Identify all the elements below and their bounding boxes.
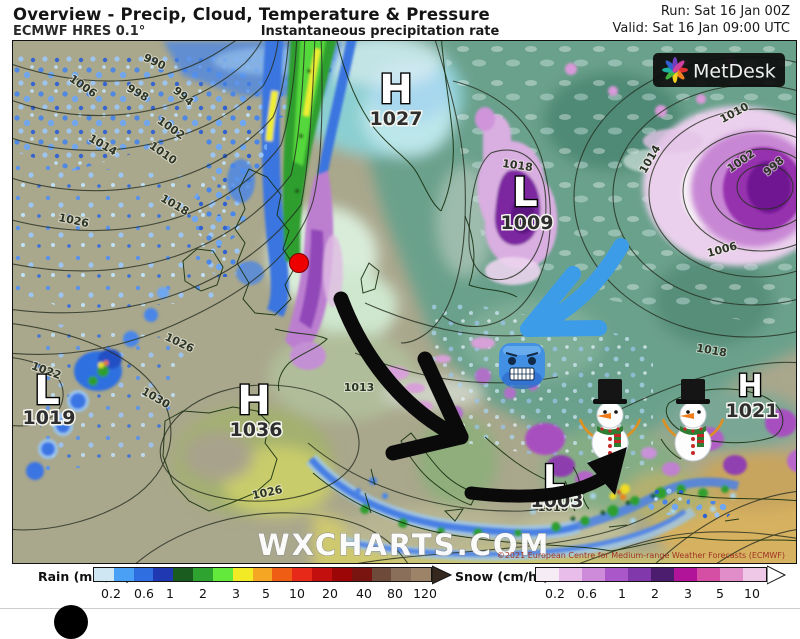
- snow-tick: 3: [684, 586, 692, 601]
- pressure-letter-L1009: L: [512, 170, 538, 216]
- rain-scale-segment: [411, 568, 432, 581]
- pressure-letter-H1036: H: [237, 378, 270, 424]
- rain-tick: 0.2: [101, 586, 121, 601]
- metdesk-logo: MetDesk: [653, 53, 785, 87]
- snow-tick: 0.2: [545, 586, 565, 601]
- copyright-text: ©2021 European Centre for Medium-range W…: [497, 551, 785, 560]
- rain-tick: 2: [199, 586, 207, 601]
- coastline-layer: [162, 41, 796, 552]
- snow-scale-segment: [628, 568, 651, 581]
- rain-scale-segment: [292, 568, 313, 581]
- snow-scale-segment: [697, 568, 720, 581]
- pressure-value: 1021: [726, 400, 779, 422]
- rain-scale-segment: [153, 568, 174, 581]
- rain-color-scale: [93, 567, 432, 582]
- rain-tick: 3: [232, 586, 240, 601]
- snow-tick: 5: [716, 586, 724, 601]
- rain-scale-segment: [252, 568, 273, 581]
- rain-scale-segment: [133, 568, 154, 581]
- partial-circle-graphic: [54, 605, 88, 639]
- rain-scale-segment: [113, 568, 134, 581]
- page-title: Overview - Precip, Cloud, Temperature & …: [13, 5, 490, 24]
- black-curved-arrow-icon: [333, 291, 469, 461]
- weather-chart-page: { "header": { "title": "Overview - Preci…: [0, 4, 800, 639]
- snow-tick: 1: [618, 586, 626, 601]
- isobar-label: 1013: [344, 381, 375, 394]
- rain-tick: 40: [356, 586, 372, 601]
- valid-time-label: Valid: Sat 16 Jan 09:00 UTC: [612, 21, 791, 36]
- watermark: WXCHARTS.COM: [258, 528, 551, 562]
- rain-tick: 10: [289, 586, 305, 601]
- snow-scale-segment: [559, 568, 582, 581]
- snowman-emoji: [661, 379, 725, 462]
- rain-scale-segment: [312, 568, 332, 581]
- rain-scale-segment: [173, 568, 194, 581]
- snow-scale-arrow: [767, 565, 787, 585]
- snow-scale-segment: [536, 568, 559, 581]
- snow-tick: 10: [744, 586, 760, 601]
- run-time-label: Run: Sat 16 Jan 00Z: [660, 4, 790, 19]
- snow-scale-segment: [582, 568, 605, 581]
- snow-tick: 2: [651, 586, 659, 601]
- rain-tick: 20: [322, 586, 338, 601]
- pressure-value: 1009: [501, 212, 554, 234]
- rain-scale-segment: [371, 568, 392, 581]
- weather-map: 990 998 994 1006 1002 1014 1010 1018 102…: [12, 40, 797, 564]
- snow-scale-segment: [743, 568, 766, 581]
- snow-scale-segment: [674, 568, 697, 581]
- snow-tick: 0.6: [577, 586, 597, 601]
- red-dot-marker: [289, 253, 309, 273]
- bottom-divider: [0, 608, 800, 609]
- rain-tick: 1: [166, 586, 174, 601]
- rain-scale-arrow: [432, 565, 452, 585]
- cold-face-emoji: [499, 343, 545, 389]
- pressure-letter-L1019: L: [34, 368, 60, 414]
- rain-tick: 0.6: [134, 586, 154, 601]
- pressure-value: 1027: [370, 108, 423, 130]
- rain-scale-segment: [212, 568, 233, 581]
- annotation-layer: [289, 238, 725, 503]
- isobar-label: 1018: [501, 157, 533, 174]
- precipitation-layer: [13, 41, 796, 561]
- isobar-label: 1018: [695, 341, 727, 359]
- pressure-systems: H L L H H L 1027 1009 1019 1036 1021 100…: [21, 66, 780, 514]
- snow-scale-segment: [605, 568, 628, 581]
- snow-legend-label: Snow (cm/hr): [455, 569, 549, 584]
- rain-scale-segment: [232, 568, 253, 581]
- rain-scale-segment: [94, 568, 114, 581]
- rain-scale-segment: [331, 568, 352, 581]
- blue-arrow-icon: [520, 238, 629, 337]
- metdesk-pinwheel-icon: [662, 57, 688, 83]
- rain-scale-segment: [351, 568, 372, 581]
- black-hook-arrow-icon: [464, 447, 627, 503]
- rain-tick: 5: [262, 586, 270, 601]
- pressure-letter-H1021: H: [737, 369, 762, 404]
- model-label: ECMWF HRES 0.1°: [13, 24, 146, 39]
- snow-color-scale: [535, 567, 767, 582]
- snow-scale-segment: [720, 568, 743, 581]
- product-label: Instantaneous precipitation rate: [260, 24, 500, 39]
- rain-scale-segment: [193, 568, 213, 581]
- rain-scale-segment: [391, 568, 412, 581]
- metdesk-logo-text: MetDesk: [693, 61, 776, 83]
- rain-tick: 80: [387, 586, 403, 601]
- pressure-value: 1019: [23, 407, 76, 429]
- pressure-letter-H1027: H: [379, 67, 412, 113]
- rain-tick: 120: [413, 586, 437, 601]
- rain-scale-segment: [272, 568, 293, 581]
- snow-scale-segment: [651, 568, 674, 581]
- pressure-value: 1036: [230, 419, 283, 441]
- isobar-label: 1010: [538, 501, 569, 514]
